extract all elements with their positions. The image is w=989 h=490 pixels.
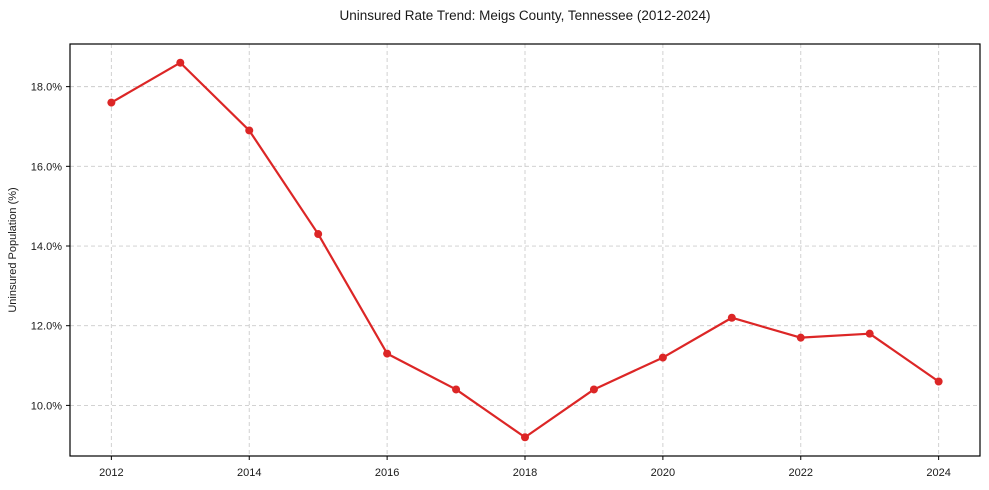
plot-area: 2012 2014 2016 2018 2020 2022 2024 10.0% 12.0% 14… [31,43,981,479]
data-point-marker [934,377,943,386]
data-point-marker [107,98,116,107]
y-tick-label: 16.0% [31,161,62,173]
x-tick-label: 2024 [926,467,950,479]
data-point-marker [176,58,185,67]
y-tick-label: 14.0% [31,241,62,253]
x-tick-label: 2012 [99,467,123,479]
data-point-marker [796,333,805,342]
chart-title: Uninsured Rate Trend: Meigs County, Tenn… [340,8,711,23]
data-point-marker [245,126,254,135]
y-tick-label: 10.0% [31,400,62,412]
data-point-marker [452,385,461,394]
data-point-marker [521,433,529,442]
y-tick-label: 12.0% [31,321,62,333]
data-point-marker [865,329,874,338]
x-tick-label: 2016 [375,467,399,479]
data-point-marker [658,353,667,362]
x-tick-label: 2014 [237,467,261,479]
y-tick-label: 18.0% [31,82,62,94]
data-point-marker [727,313,736,322]
x-tick-label: 2018 [513,467,537,479]
data-point-marker [314,230,323,239]
y-axis-label: Uninsured Population (%) [7,187,19,312]
data-point-marker [383,349,392,358]
x-tick-label: 2022 [789,467,813,479]
data-point-marker [589,385,598,394]
x-tick-label: 2020 [651,467,675,479]
